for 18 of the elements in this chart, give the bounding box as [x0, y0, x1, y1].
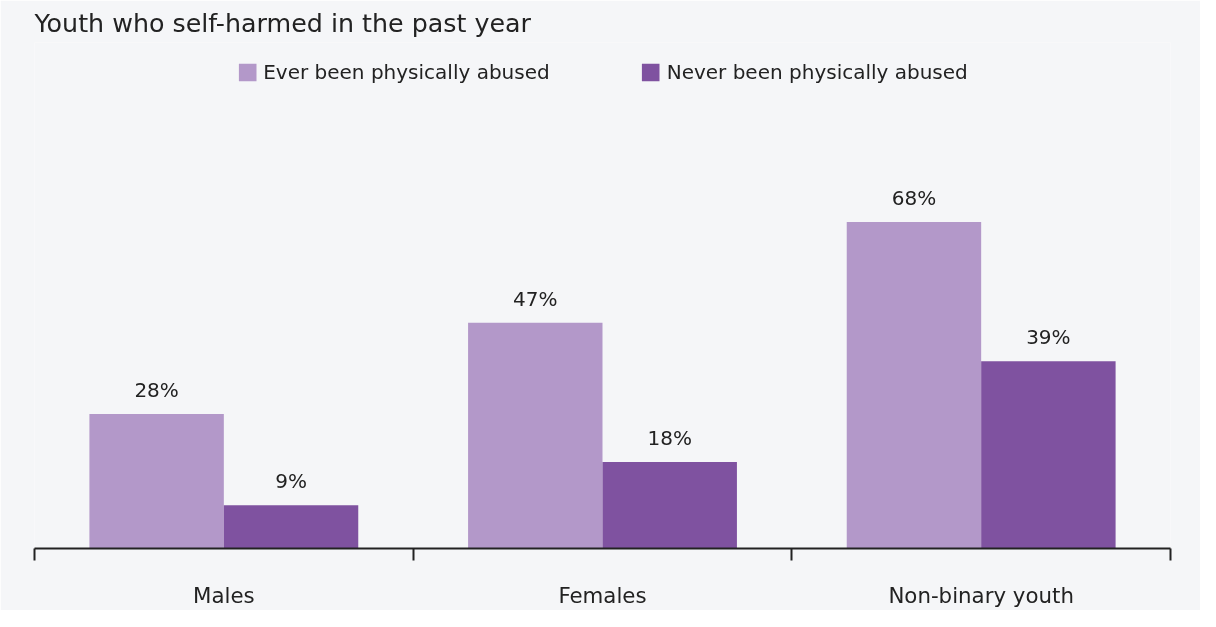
bar: [602, 462, 737, 549]
data-label: 39%: [1026, 325, 1071, 350]
bar: [468, 322, 603, 549]
bar: [846, 222, 982, 549]
x-tick-label: Non-binary youth: [888, 582, 1074, 608]
data-label: 28%: [134, 378, 179, 403]
data-label: 68%: [891, 186, 937, 211]
data-label: 18%: [647, 426, 692, 451]
legend-label: Never been physically abused: [666, 60, 968, 84]
bar: [223, 505, 359, 549]
data-label: 9%: [275, 469, 307, 494]
x-tick-label: Females: [558, 582, 647, 608]
chart-title: Youth who self-harmed in the past year: [33, 7, 532, 38]
legend-label: Ever been physically abused: [263, 60, 550, 84]
bar: [981, 361, 1116, 549]
x-tick-label: Males: [193, 582, 255, 608]
data-label: 47%: [513, 286, 558, 311]
bar: [89, 414, 224, 549]
